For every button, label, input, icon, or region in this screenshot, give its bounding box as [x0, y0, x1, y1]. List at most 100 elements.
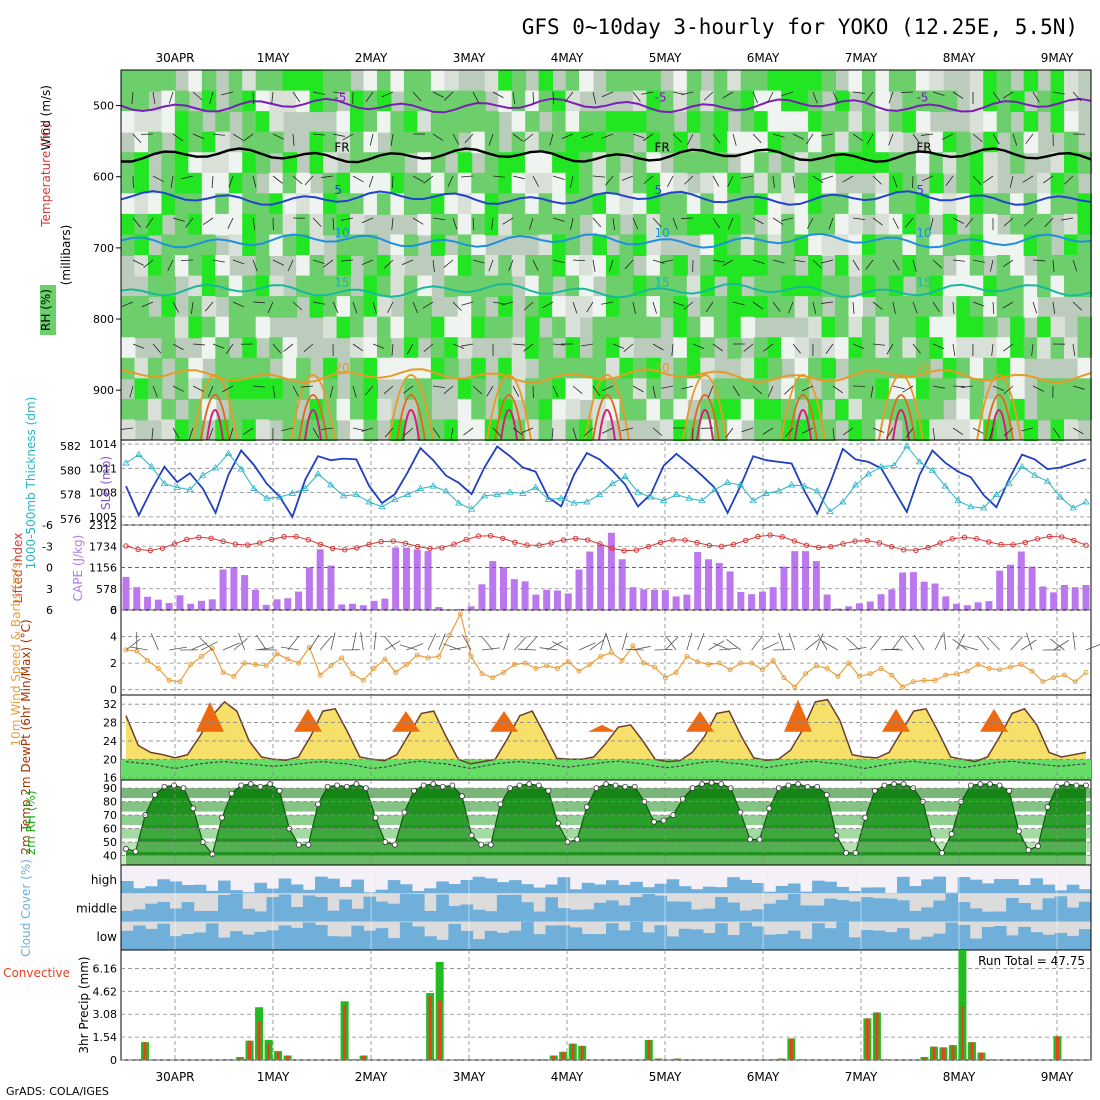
wind-barb	[982, 175, 994, 184]
cloud-bar	[1054, 896, 1068, 922]
rh-cell	[309, 398, 325, 421]
cloud-bar	[909, 886, 922, 894]
wind-barb	[551, 427, 554, 440]
rh-cell	[835, 398, 850, 421]
wind-barb	[512, 91, 516, 104]
isotherm-label: 15	[916, 276, 931, 290]
cloud-bar	[412, 926, 425, 950]
rh-cell	[579, 255, 594, 277]
cloud-bar	[1054, 890, 1068, 894]
rh-cell	[902, 337, 917, 359]
rh-cell	[808, 131, 823, 154]
rh-cell	[255, 70, 271, 92]
wind-barb-10m	[589, 639, 605, 651]
wind-barb	[608, 259, 614, 272]
isotherm-label: 20	[334, 361, 349, 375]
rh-cell	[363, 316, 378, 339]
wind-barb	[932, 385, 945, 389]
cape-bar	[316, 549, 324, 610]
precip-tick: 0	[110, 1054, 117, 1067]
wind-speed-point	[382, 656, 388, 662]
rh-cell	[336, 172, 352, 195]
cape-bar	[413, 549, 421, 610]
cape-bar	[909, 572, 917, 610]
rh-cell	[875, 378, 890, 400]
cloud-bar	[763, 891, 777, 894]
cloud-bar	[703, 908, 716, 922]
wind-speed-point	[554, 665, 560, 671]
wind-barb	[652, 427, 663, 437]
rh-cell	[1023, 193, 1039, 215]
rh-cell	[525, 213, 540, 236]
thickness-point	[544, 495, 553, 502]
rh-tick: 90	[103, 782, 117, 795]
rh-cell	[188, 131, 203, 154]
rh-cell	[969, 357, 985, 380]
cloud-layer-label: low	[97, 930, 118, 944]
rh-cell	[309, 131, 325, 154]
wind-barb	[267, 301, 274, 314]
rh-cell	[740, 255, 756, 277]
rh-cell	[686, 316, 702, 339]
rh-cell	[242, 316, 257, 339]
rh-cell	[1010, 234, 1025, 256]
cloud-bar	[860, 929, 874, 950]
wind-speed-point	[587, 661, 593, 667]
wind-speed-point	[608, 650, 614, 655]
wind-barb-10m	[869, 635, 882, 651]
rh-cell	[888, 337, 904, 359]
cape-bar	[1039, 586, 1047, 610]
wind-barb	[172, 343, 184, 351]
rh-cell	[808, 234, 823, 256]
rh-cell	[1064, 152, 1079, 174]
wind-speed-point	[652, 664, 658, 670]
rh-cell	[121, 172, 136, 195]
cape-bar	[715, 562, 723, 610]
rh-point	[737, 809, 744, 816]
cloud-bar	[278, 878, 292, 894]
rh-point	[391, 841, 398, 848]
rh-point	[315, 801, 321, 808]
rh-cell	[579, 296, 594, 318]
wind-barb	[965, 217, 974, 228]
cloud-bar	[981, 911, 995, 922]
rh-cell	[969, 378, 985, 400]
wind-speed-point	[220, 669, 226, 675]
cloud-bar	[1030, 909, 1043, 922]
rh-cell	[579, 172, 594, 195]
wind-speed-point	[975, 661, 981, 667]
rh-point	[535, 782, 542, 789]
wind-barb	[741, 175, 754, 179]
rh-cell	[565, 337, 581, 359]
wind-barb	[452, 133, 459, 145]
wind-barb-10m	[480, 635, 494, 651]
rh-cell	[1077, 337, 1092, 359]
wind-barb	[712, 343, 723, 352]
wind-barb	[332, 217, 335, 231]
rh-cell	[255, 131, 271, 154]
rh-cell	[835, 275, 850, 298]
cape-bar	[597, 544, 605, 610]
wind-barb	[592, 91, 597, 104]
wind-barb	[972, 301, 985, 307]
precip-tick: 3.08	[93, 1008, 118, 1021]
rh-cell	[996, 111, 1012, 133]
rh-cell	[121, 296, 136, 318]
wind-barb	[692, 343, 705, 349]
rh-cell	[848, 316, 863, 339]
isotherm-warm-orange	[682, 374, 728, 441]
cloud-bar	[569, 909, 583, 922]
cloud-bar	[205, 910, 219, 922]
cloud-bar	[193, 884, 207, 894]
rh-cell	[983, 70, 998, 92]
isotherm-warm-orange	[486, 374, 532, 441]
wind-barb	[512, 427, 523, 436]
rh-cell	[606, 152, 621, 174]
rh-cell	[484, 70, 500, 92]
isotherm-warm-darkorange	[788, 394, 818, 441]
cape-bar	[543, 589, 551, 610]
rh-cell	[956, 378, 971, 400]
rh-cell	[727, 316, 742, 339]
rh-cell	[956, 296, 971, 318]
